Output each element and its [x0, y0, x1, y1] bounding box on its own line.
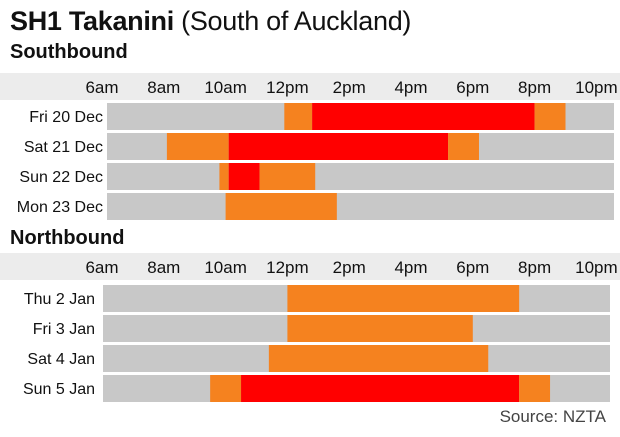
moderate-traffic-bar: [259, 163, 316, 190]
moderate-traffic-bar: [287, 285, 520, 312]
time-tick-label: 8am: [147, 258, 180, 277]
moderate-traffic-bar: [287, 315, 473, 342]
heavy-traffic-bar: [312, 103, 535, 130]
day-label: Mon 23 Dec: [17, 199, 103, 216]
southbound-heading: Southbound: [10, 41, 128, 63]
time-tick-label: 2pm: [333, 258, 366, 277]
moderate-traffic-bar: [284, 103, 313, 130]
time-tick-label: 4pm: [394, 258, 427, 277]
day-label: Sat 21 Dec: [24, 139, 103, 156]
time-tick-label: 10pm: [575, 258, 618, 277]
time-axis-band: [0, 253, 620, 280]
northbound-heading: Northbound: [10, 227, 125, 249]
title-location: (South of Auckland): [181, 6, 412, 36]
time-tick-label: 6pm: [456, 258, 489, 277]
heavy-traffic-bar: [241, 375, 520, 402]
heavy-traffic-bar: [228, 133, 449, 160]
chart-title: SH1 Takanini (South of Auckland): [10, 4, 411, 38]
source-note: Source: NZTA: [499, 407, 606, 426]
time-tick-label: 12pm: [266, 258, 309, 277]
time-tick-label: 2pm: [333, 78, 366, 97]
title-route: SH1 Takanini: [10, 6, 174, 36]
day-label: Sun 22 Dec: [19, 169, 103, 186]
time-tick-label: 8pm: [518, 78, 551, 97]
time-tick-label: 4pm: [394, 78, 427, 97]
time-tick-label: 8pm: [518, 258, 551, 277]
heavy-traffic-bar: [228, 163, 260, 190]
time-tick-label: 12pm: [266, 78, 309, 97]
time-tick-label: 6am: [85, 258, 118, 277]
time-axis-band: [0, 73, 620, 100]
time-tick-label: 10am: [204, 258, 247, 277]
moderate-traffic-bar: [166, 133, 229, 160]
moderate-traffic-bar: [219, 163, 229, 190]
day-label: Thu 2 Jan: [24, 291, 95, 308]
day-label: Sat 4 Jan: [27, 351, 95, 368]
time-tick-label: 6pm: [456, 78, 489, 97]
time-tick-label: 10am: [204, 78, 247, 97]
day-track: [107, 163, 614, 190]
time-tick-label: 8am: [147, 78, 180, 97]
time-tick-label: 6am: [85, 78, 118, 97]
moderate-traffic-bar: [268, 345, 489, 372]
moderate-traffic-bar: [225, 193, 337, 220]
day-label: Fri 3 Jan: [33, 321, 95, 338]
moderate-traffic-bar: [448, 133, 479, 160]
moderate-traffic-bar: [519, 375, 551, 402]
moderate-traffic-bar: [210, 375, 242, 402]
time-tick-label: 10pm: [575, 78, 618, 97]
day-track: [107, 193, 614, 220]
moderate-traffic-bar: [534, 103, 566, 130]
day-label: Fri 20 Dec: [29, 109, 103, 126]
day-label: Sun 5 Jan: [23, 381, 95, 398]
